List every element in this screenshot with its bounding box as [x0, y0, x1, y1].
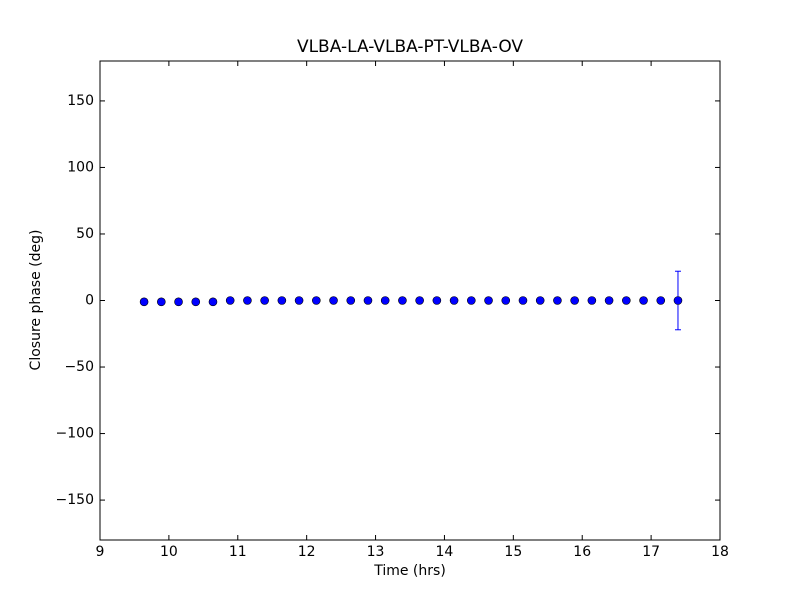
point	[363, 296, 373, 305]
y-tick-label: −150	[56, 492, 94, 508]
x-tick-label: 10	[160, 544, 178, 560]
point	[225, 296, 235, 305]
point	[587, 296, 597, 305]
point	[139, 297, 149, 307]
point	[312, 296, 321, 305]
y-tick-label: 150	[67, 93, 94, 109]
point	[294, 296, 304, 305]
point	[639, 296, 648, 305]
point	[398, 296, 407, 305]
y-tick-label: 50	[76, 226, 94, 242]
y-tick-label: −100	[56, 426, 94, 442]
y-axis-label: Closure phase (deg)	[28, 230, 44, 371]
x-tick-label: 16	[573, 544, 591, 560]
point	[380, 296, 390, 305]
point	[191, 297, 201, 307]
x-tick-label: 14	[436, 544, 454, 560]
point	[484, 296, 493, 305]
point	[277, 296, 287, 305]
point	[604, 296, 614, 305]
y-tick-label: 0	[85, 293, 94, 309]
y-tick-label: −50	[64, 359, 94, 375]
point	[501, 296, 511, 305]
x-tick-label: 12	[298, 544, 316, 560]
x-tick-label: 17	[642, 544, 660, 560]
point	[260, 296, 269, 305]
point	[673, 296, 683, 305]
y-tick-label: 100	[67, 159, 94, 175]
point	[432, 296, 442, 305]
point	[622, 296, 631, 305]
x-tick-label: 13	[367, 544, 385, 560]
x-tick-label: 15	[504, 544, 522, 560]
x-axis-label: Time (hrs)	[373, 563, 446, 579]
x-tick-label: 11	[229, 544, 247, 560]
point	[174, 297, 183, 307]
point	[243, 296, 252, 305]
point	[329, 296, 338, 305]
point	[535, 296, 545, 305]
point	[208, 297, 218, 307]
chart-title: VLBA-LA-VLBA-PT-VLBA-OV	[297, 37, 523, 57]
plot-frame	[99, 60, 721, 541]
point	[346, 296, 356, 305]
point	[518, 296, 528, 305]
point	[467, 296, 476, 305]
point	[656, 296, 666, 305]
point	[570, 296, 579, 305]
point	[553, 296, 562, 305]
point	[415, 296, 424, 305]
x-tick-label: 9	[96, 544, 105, 560]
point	[449, 296, 459, 305]
point	[157, 297, 166, 307]
x-tick-label: 18	[711, 544, 729, 560]
